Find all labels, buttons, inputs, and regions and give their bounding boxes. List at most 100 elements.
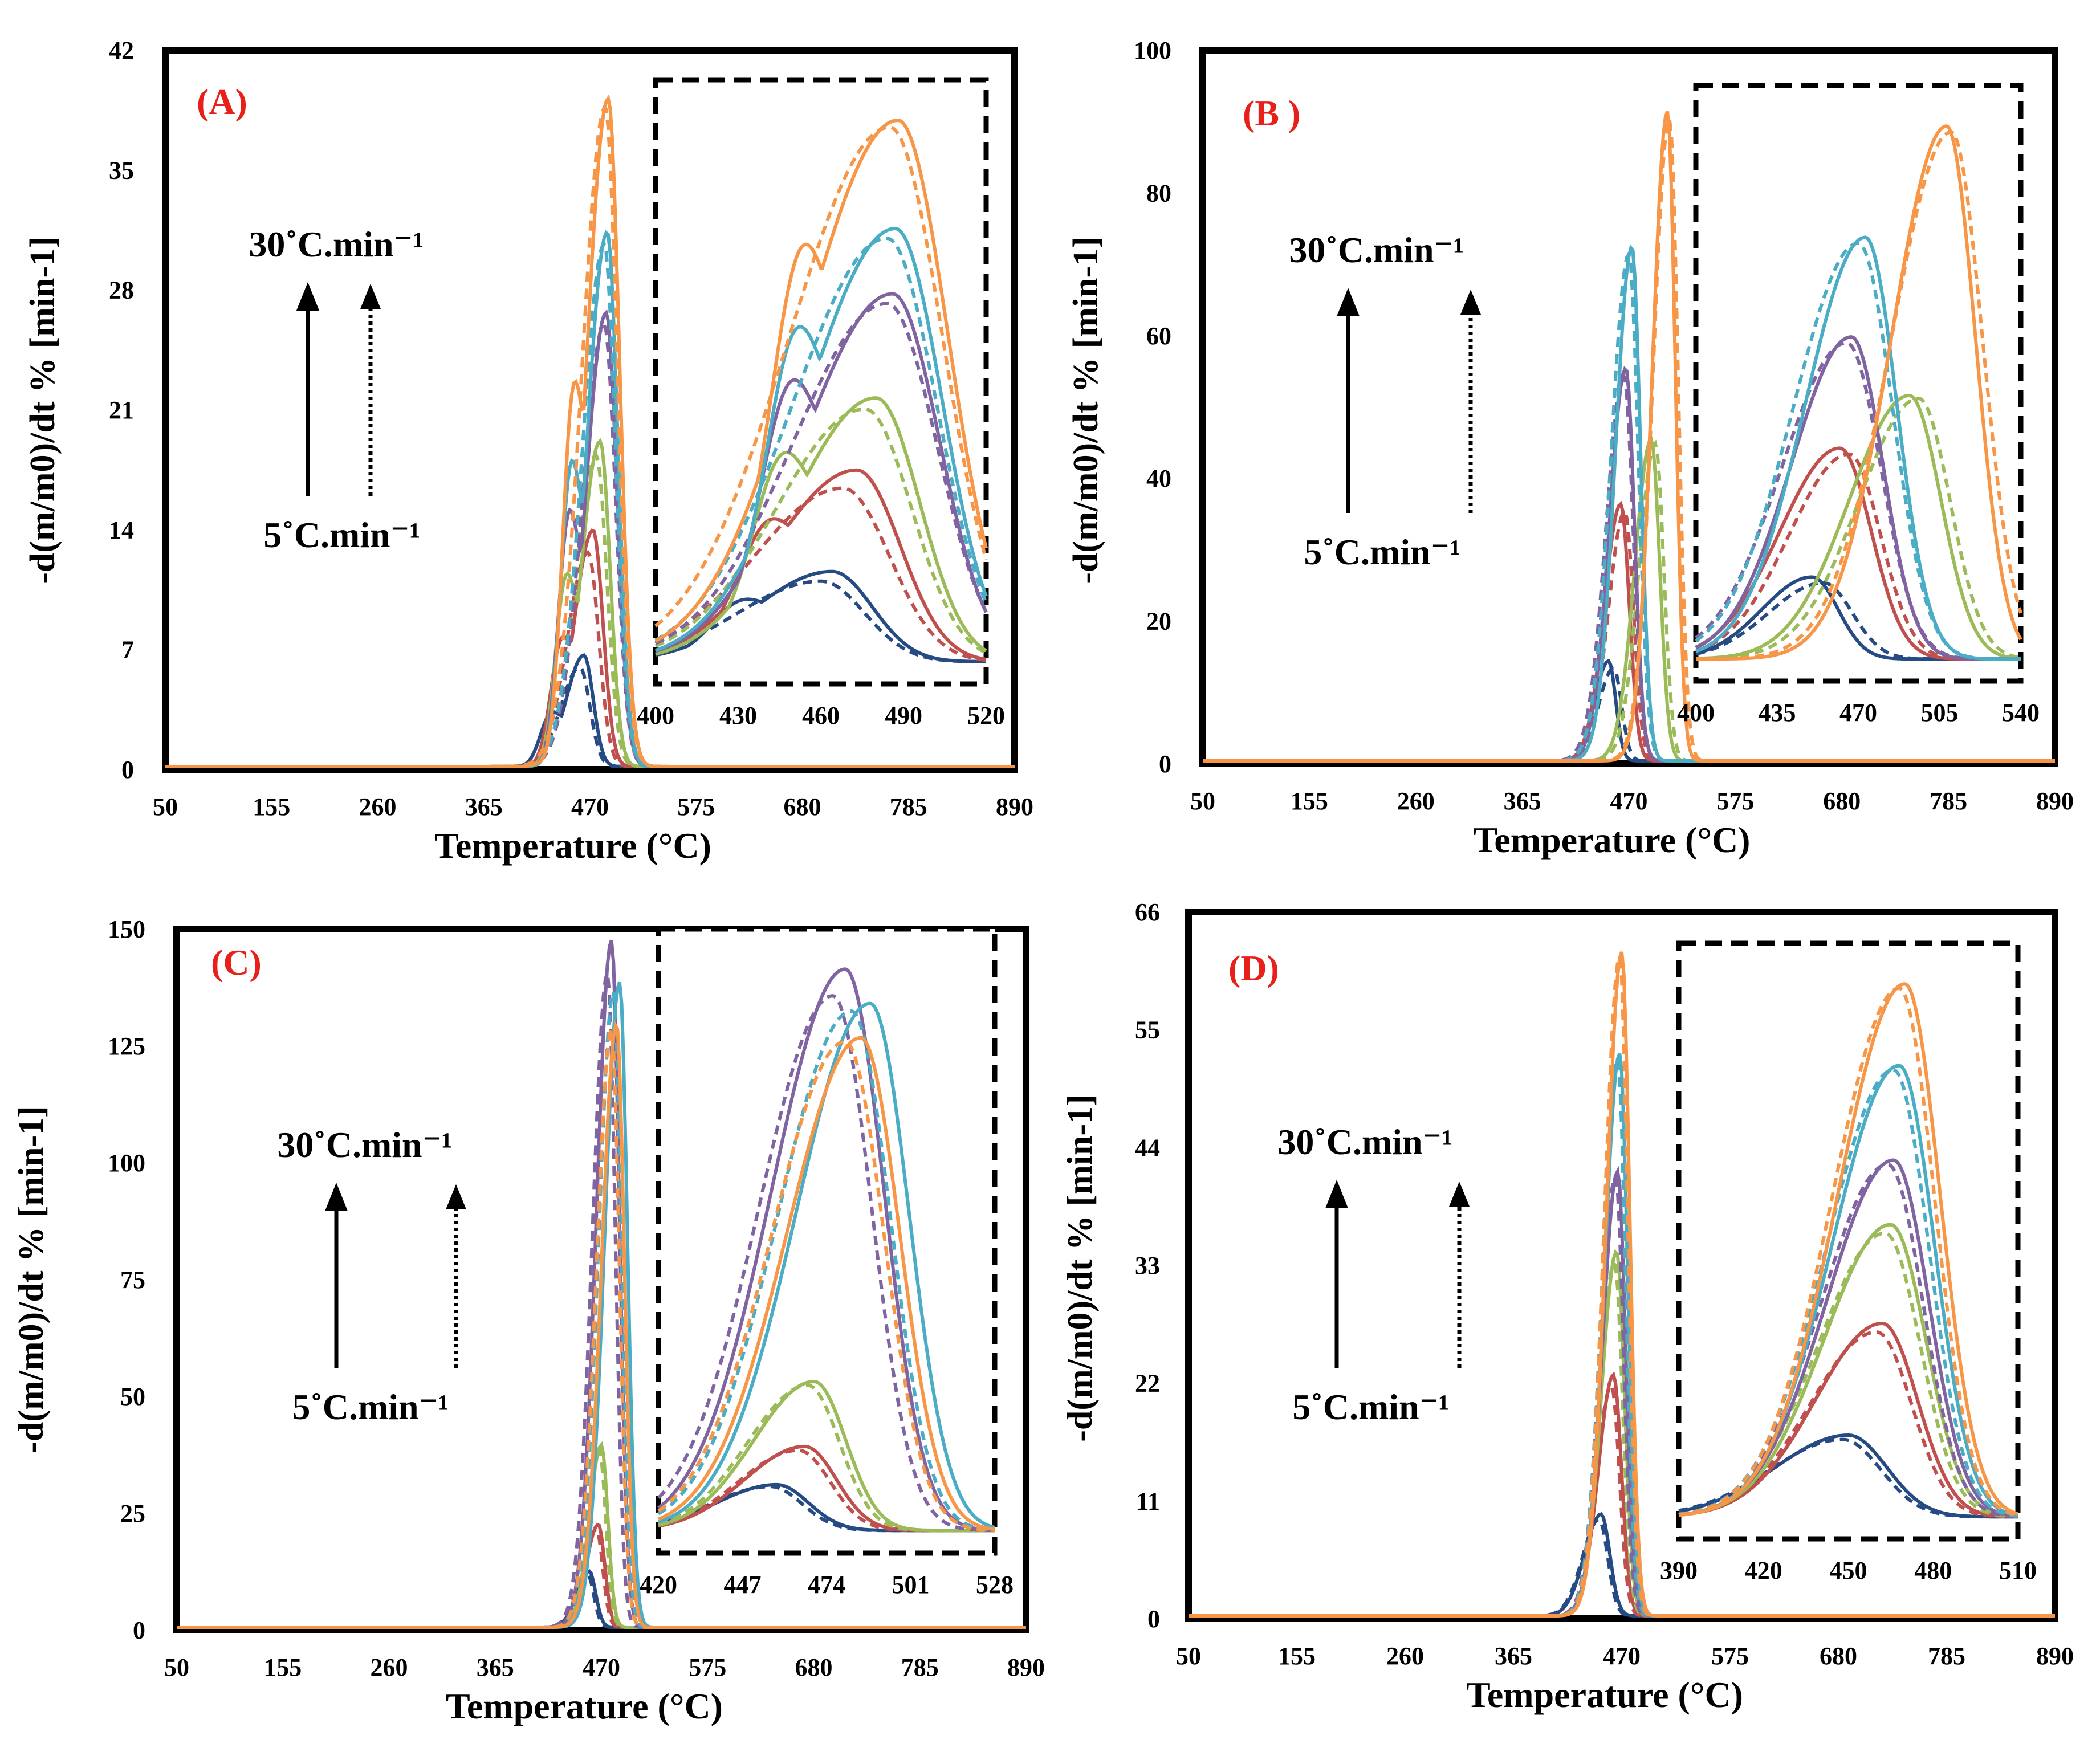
inset-series-20-dashed (654, 302, 988, 645)
inset-series-30-dashed (1678, 986, 2018, 1517)
x-tick-label: 155 (1278, 1642, 1316, 1670)
y-axis-title: -d(m/m0)/dt % [min-1] (12, 1106, 51, 1453)
y-tick-label: 14 (109, 516, 134, 544)
y-tick-label: 22 (1135, 1370, 1160, 1398)
series-30-dashed (1189, 956, 2055, 1618)
panel-b: 0 20 40 60 80 100 50 155 260 365 470 575 680 785 890 Te… (1067, 36, 2074, 860)
inset-series-20-dashed (1695, 341, 2021, 661)
x-tick-label: 50 (1190, 787, 1215, 815)
dashed-arrow-head (1460, 290, 1481, 315)
plot-frame (162, 47, 1018, 773)
x-tick-label: 575 (689, 1653, 726, 1681)
series-30-dashed (165, 105, 1015, 768)
inset-series-20-solid (655, 292, 988, 653)
inset-x-tick-label: 420 (640, 1571, 677, 1599)
x-axis-title: Temperature (°C) (1466, 1675, 1743, 1715)
x-tick-label: 260 (1386, 1642, 1424, 1670)
rate-bottom-label: 5˚C.min⁻¹ (1304, 532, 1460, 572)
rate-top-label: 30˚C.min⁻¹ (1277, 1122, 1452, 1162)
inset-x-tick-label: 400 (1677, 699, 1715, 727)
inset-series-10-dashed (658, 1448, 995, 1533)
inset-x-tick-label: 390 (1660, 1557, 1698, 1584)
inset-series-30-dashed (657, 1040, 995, 1532)
inset-x-tick-label: 435 (1759, 699, 1796, 727)
x-axis-title: Temperature (°C) (434, 825, 711, 866)
inset-series-30-solid (1696, 124, 2022, 661)
series-30-dashed (177, 1028, 1026, 1629)
x-tick-label: 890 (1007, 1653, 1045, 1681)
x-tick-label: 365 (477, 1653, 514, 1681)
inset-series-30-solid (1678, 982, 2018, 1517)
y-tick-label: 11 (1136, 1487, 1160, 1515)
x-tick-label: 260 (359, 793, 397, 821)
rate-bottom-label: 5˚C.min⁻¹ (292, 1387, 449, 1427)
x-tick-label: 680 (1823, 787, 1861, 815)
x-tick-label: 155 (253, 793, 290, 821)
y-axis-title: -d(m/m0)/dt % [min-1] (1061, 1094, 1100, 1442)
inset-series-25-solid (655, 226, 988, 652)
inset-series-10-solid (655, 468, 987, 661)
y-tick-label: 25 (120, 1500, 145, 1527)
inset-x-tick-label: 505 (1921, 699, 1959, 727)
dashed-arrow-head (446, 1184, 466, 1209)
y-tick-label: 100 (108, 1149, 145, 1177)
x-tick-label: 260 (371, 1653, 408, 1681)
inset-series-25-dashed (657, 1009, 995, 1532)
inset-series-5-dashed (655, 579, 986, 663)
x-tick-label: 575 (1711, 1642, 1749, 1670)
panel-label: (A) (197, 82, 247, 122)
x-axis-title: Temperature (°C) (446, 1686, 723, 1726)
x-tick-label: 365 (1504, 787, 1541, 815)
solid-arrow-head (296, 282, 319, 311)
inset-x-tick-label: 510 (1999, 1557, 2037, 1584)
y-tick-label: 44 (1135, 1134, 1160, 1162)
x-tick-label: 785 (890, 793, 927, 821)
inset-x-tick-label: 520 (967, 702, 1005, 730)
panel-label: (B ) (1243, 93, 1300, 133)
x-tick-label: 785 (1928, 1642, 1965, 1670)
y-tick-label: 21 (109, 396, 134, 424)
plot-frame (1199, 47, 2058, 767)
x-tick-label: 50 (1176, 1642, 1201, 1670)
y-tick-label: 55 (1135, 1016, 1160, 1044)
x-axis-title: Temperature (°C) (1474, 820, 1751, 860)
x-tick-label: 890 (996, 793, 1033, 821)
inset-x-tick-label: 470 (1839, 699, 1877, 727)
y-tick-label: 0 (1147, 1605, 1160, 1633)
inset-series-30-dashed (654, 125, 988, 628)
panel-c: 0 25 50 75 100 125 150 50 155 260 365 470 575 680 785 8… (12, 915, 1045, 1726)
y-tick-label: 0 (121, 756, 134, 784)
series-30-dashed (1203, 112, 2055, 763)
x-tick-label: 575 (677, 793, 715, 821)
inset-x-tick-label: 474 (808, 1571, 845, 1599)
y-tick-label: 50 (120, 1383, 145, 1411)
inset-x-tick-label: 400 (637, 702, 674, 730)
y-tick-label: 80 (1146, 179, 1171, 207)
x-tick-label: 470 (1610, 787, 1648, 815)
dashed-arrow-head (360, 284, 381, 309)
y-tick-label: 28 (109, 276, 134, 304)
inset-x-tick-label: 450 (1830, 1557, 1867, 1584)
inset-x-tick-label: 501 (892, 1571, 930, 1599)
x-tick-label: 365 (465, 793, 503, 821)
inset-x-tick-label: 528 (976, 1571, 1014, 1599)
x-tick-label: 890 (2036, 1642, 2074, 1670)
inset-series-20-solid (657, 967, 995, 1532)
plot-frame (173, 926, 1029, 1633)
inset-x-tick-label: 540 (2002, 699, 2040, 727)
inset-series-10-dashed (1695, 452, 2021, 661)
inset-series-25-dashed (1695, 241, 2021, 661)
panel-label: (C) (211, 942, 262, 983)
y-tick-label: 150 (108, 915, 145, 943)
y-tick-label: 0 (1159, 750, 1171, 778)
inset-series-30-solid (654, 118, 988, 643)
x-tick-label: 470 (571, 793, 609, 821)
y-tick-label: 7 (121, 636, 134, 664)
x-tick-label: 680 (1820, 1642, 1857, 1670)
inset-series-15-solid (1695, 393, 2021, 661)
y-tick-label: 0 (133, 1616, 145, 1644)
y-tick-label: 33 (1135, 1252, 1160, 1280)
inset-x-tick-label: 447 (724, 1571, 762, 1599)
y-tick-label: 40 (1146, 465, 1171, 492)
